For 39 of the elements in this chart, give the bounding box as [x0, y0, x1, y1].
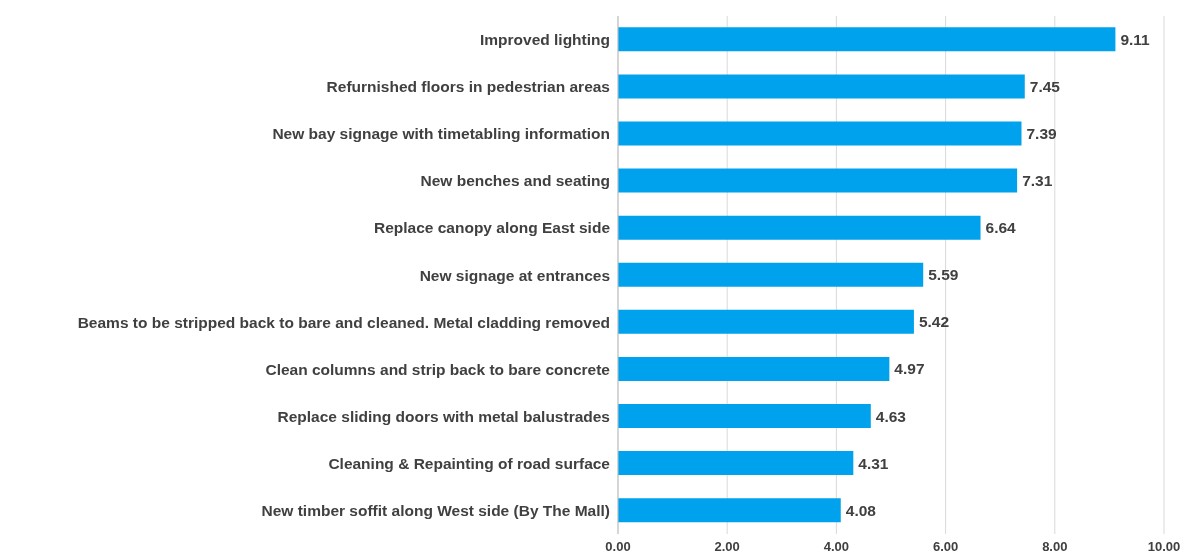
y-tick-label: Beams to be stripped back to bare and cleaned. Metal cladding removed	[77, 313, 610, 331]
data-label: 4.97	[894, 360, 925, 378]
data-label: 5.59	[928, 266, 959, 284]
y-tick-label: Improved lighting	[479, 31, 610, 49]
y-tick-label: Replace sliding doors with metal balustrades	[277, 407, 610, 425]
bar	[618, 121, 1022, 146]
x-tick-label: 10.00	[1147, 539, 1181, 555]
data-label: 7.39	[1026, 124, 1058, 142]
bar	[618, 215, 981, 240]
bar	[618, 451, 854, 476]
x-tick-label: 6.00	[932, 539, 959, 555]
data-label: 9.11	[1120, 30, 1151, 48]
bar	[618, 356, 890, 381]
bar	[618, 498, 841, 523]
y-tick-label: New benches and seating	[420, 172, 610, 190]
x-tick-label: 2.00	[714, 539, 740, 555]
y-tick-label: Replace canopy along East side	[373, 219, 611, 237]
bar	[618, 27, 1116, 52]
bar	[618, 74, 1025, 99]
y-tick-label: Cleaning & Repainting of road surface	[328, 454, 611, 472]
y-tick-label: New signage at entrances	[419, 266, 610, 284]
data-label: 5.42	[918, 313, 950, 331]
y-tick-label: New timber soffit along West side (By The Mall)	[261, 501, 610, 519]
x-tick-label: 8.00	[1042, 539, 1068, 555]
x-tick-label: 0.00	[605, 539, 631, 555]
x-tick-label: 4.00	[823, 539, 850, 555]
y-tick-label: Refurnished floors in pedestrian areas	[326, 78, 610, 96]
data-label: 4.63	[875, 407, 907, 425]
bar	[618, 404, 871, 429]
bar	[618, 309, 914, 334]
data-label: 4.31	[858, 454, 889, 472]
y-tick-label: New bay signage with timetabling information	[272, 125, 610, 143]
bar	[618, 168, 1018, 193]
data-label: 7.31	[1022, 172, 1053, 190]
data-label: 4.08	[845, 501, 877, 519]
bar	[618, 262, 924, 287]
y-tick-label: Clean columns and strip back to bare concrete	[265, 360, 611, 378]
data-label: 6.64	[985, 219, 1017, 237]
data-label: 7.45	[1029, 77, 1061, 95]
